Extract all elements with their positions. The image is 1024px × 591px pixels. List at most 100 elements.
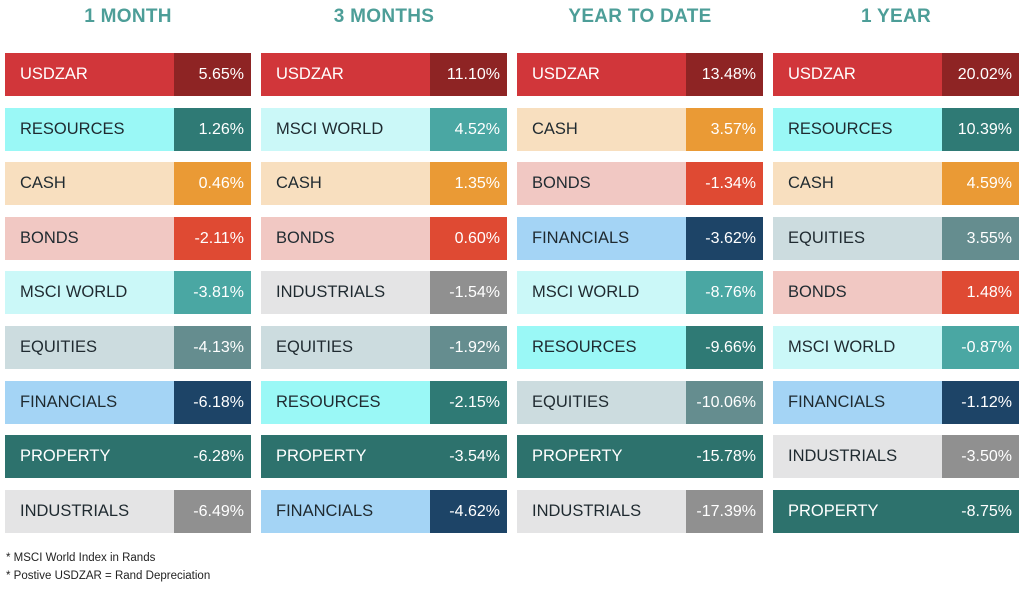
asset-label: EQUITIES xyxy=(5,325,174,369)
table-row: PROPERTY -6.28% xyxy=(5,435,251,479)
return-value: -3.62% xyxy=(686,216,763,260)
return-value: 0.60% xyxy=(430,216,507,260)
return-value: 4.59% xyxy=(942,162,1019,206)
return-value: 3.57% xyxy=(686,107,763,151)
footnote: * MSCI World Index in Rands xyxy=(6,552,156,564)
return-value: -1.92% xyxy=(430,325,507,369)
table-row: CASH 4.59% xyxy=(773,162,1019,206)
table-row: MSCI WORLD -3.81% xyxy=(5,271,251,315)
return-value: 13.48% xyxy=(686,53,763,96)
return-value: 0.46% xyxy=(174,162,251,206)
asset-label: MSCI WORLD xyxy=(517,271,686,315)
column-1-year: 1 YEAR USDZAR 20.02% RESOURCES 10.39% CASH 4.… xyxy=(773,0,1019,533)
return-value: -9.66% xyxy=(686,325,763,369)
return-value: -15.78% xyxy=(686,435,763,479)
return-value: 11.10% xyxy=(430,53,507,96)
return-value: -4.62% xyxy=(430,489,507,533)
table-row: USDZAR 13.48% xyxy=(517,53,763,96)
row-list: USDZAR 11.10% MSCI WORLD 4.52% CASH 1.35% BOND… xyxy=(261,53,507,544)
return-value: -17.39% xyxy=(686,489,763,533)
asset-label: FINANCIALS xyxy=(517,216,686,260)
asset-label: CASH xyxy=(5,162,174,206)
table-row: RESOURCES -9.66% xyxy=(517,325,763,369)
table-row: INDUSTRIALS -1.54% xyxy=(261,271,507,315)
asset-label: EQUITIES xyxy=(773,216,942,260)
row-list: USDZAR 5.65% RESOURCES 1.26% CASH 0.46% BONDS -… xyxy=(5,53,251,544)
table-row: CASH 3.57% xyxy=(517,107,763,151)
return-value: -1.34% xyxy=(686,162,763,206)
asset-label: INDUSTRIALS xyxy=(5,489,174,533)
table-row: PROPERTY -3.54% xyxy=(261,435,507,479)
asset-label: FINANCIALS xyxy=(261,489,430,533)
asset-label: BONDS xyxy=(773,271,942,315)
asset-label: CASH xyxy=(773,162,942,206)
table-row: FINANCIALS -4.62% xyxy=(261,489,507,533)
return-value: 20.02% xyxy=(942,53,1019,96)
asset-label: RESOURCES xyxy=(773,107,942,151)
table-row: EQUITIES -1.92% xyxy=(261,325,507,369)
return-value: 1.35% xyxy=(430,162,507,206)
table-row: CASH 0.46% xyxy=(5,162,251,206)
column-title: 3 MONTHS xyxy=(333,6,435,27)
asset-label: PROPERTY xyxy=(5,435,174,479)
asset-label: RESOURCES xyxy=(517,325,686,369)
column-title: YEAR TO DATE xyxy=(568,6,712,27)
table-row: BONDS -2.11% xyxy=(5,216,251,260)
footnote: * Postive USDZAR = Rand Depreciation xyxy=(6,570,211,582)
table-row: RESOURCES -2.15% xyxy=(261,380,507,424)
footnotes: * MSCI World Index in Rands * Postive US… xyxy=(6,549,210,585)
table-row: USDZAR 20.02% xyxy=(773,53,1019,96)
asset-label: CASH xyxy=(517,107,686,151)
asset-label: RESOURCES xyxy=(5,107,174,151)
return-value: -0.87% xyxy=(942,325,1019,369)
table-row: FINANCIALS -6.18% xyxy=(5,380,251,424)
table-row: BONDS 1.48% xyxy=(773,271,1019,315)
asset-label: BONDS xyxy=(261,216,430,260)
table-row: INDUSTRIALS -6.49% xyxy=(5,489,251,533)
asset-label: PROPERTY xyxy=(517,435,686,479)
asset-label: PROPERTY xyxy=(261,435,430,479)
table-row: MSCI WORLD -8.76% xyxy=(517,271,763,315)
asset-label: FINANCIALS xyxy=(5,380,174,424)
table-row: PROPERTY -15.78% xyxy=(517,435,763,479)
column-title: 1 YEAR xyxy=(860,6,932,27)
table-row: CASH 1.35% xyxy=(261,162,507,206)
return-value: 1.26% xyxy=(174,107,251,151)
table-row: BONDS -1.34% xyxy=(517,162,763,206)
asset-label: BONDS xyxy=(5,216,174,260)
return-value: 4.52% xyxy=(430,107,507,151)
asset-label: PROPERTY xyxy=(773,489,942,533)
return-value: -8.76% xyxy=(686,271,763,315)
table-row: EQUITIES -4.13% xyxy=(5,325,251,369)
table-row: FINANCIALS -3.62% xyxy=(517,216,763,260)
return-value: 1.48% xyxy=(942,271,1019,315)
asset-label: INDUSTRIALS xyxy=(517,489,686,533)
column-year-to-date: YEAR TO DATE USDZAR 13.48% CASH 3.57% BONDS -… xyxy=(517,0,763,533)
asset-label: CASH xyxy=(261,162,430,206)
return-value: 5.65% xyxy=(174,53,251,96)
table-row: USDZAR 11.10% xyxy=(261,53,507,96)
table-row: PROPERTY -8.75% xyxy=(773,489,1019,533)
return-value: 10.39% xyxy=(942,107,1019,151)
asset-label: INDUSTRIALS xyxy=(773,435,942,479)
table-row: INDUSTRIALS -3.50% xyxy=(773,435,1019,479)
asset-label: FINANCIALS xyxy=(773,380,942,424)
return-value: -6.28% xyxy=(174,435,251,479)
return-value: -2.11% xyxy=(174,216,251,260)
return-value: -1.12% xyxy=(942,380,1019,424)
table-row: MSCI WORLD 4.52% xyxy=(261,107,507,151)
table-row: MSCI WORLD -0.87% xyxy=(773,325,1019,369)
asset-label: MSCI WORLD xyxy=(261,107,430,151)
asset-label: MSCI WORLD xyxy=(773,325,942,369)
row-list: USDZAR 13.48% CASH 3.57% BONDS -1.34% FINANCIA… xyxy=(517,53,763,544)
asset-label: USDZAR xyxy=(773,53,942,96)
return-value: -3.50% xyxy=(942,435,1019,479)
column-title: 1 MONTH xyxy=(84,6,172,27)
table-row: USDZAR 5.65% xyxy=(5,53,251,96)
return-value: 3.55% xyxy=(942,216,1019,260)
return-value: -3.81% xyxy=(174,271,251,315)
return-value: -4.13% xyxy=(174,325,251,369)
table-row: FINANCIALS -1.12% xyxy=(773,380,1019,424)
table-row: EQUITIES 3.55% xyxy=(773,216,1019,260)
asset-label: USDZAR xyxy=(261,53,430,96)
